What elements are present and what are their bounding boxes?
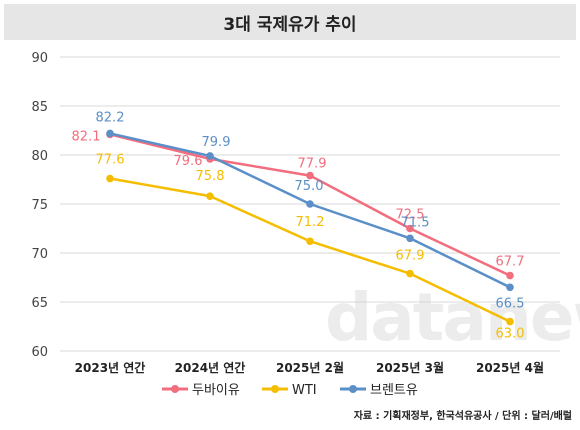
data-label: 77.9 [298, 157, 327, 172]
data-label: 71.5 [401, 215, 430, 230]
data-point [106, 174, 114, 183]
data-label: 75.0 [295, 179, 324, 194]
data-point [306, 200, 314, 208]
y-tick-label: 65 [31, 296, 48, 311]
x-tick-label: 2023년 연간 [75, 360, 146, 375]
legend-label: 두바이유 [192, 383, 240, 398]
data-label: 77.6 [96, 153, 125, 168]
y-tick-label: 90 [31, 51, 48, 66]
y-tick-label: 70 [31, 247, 48, 262]
data-label: 79.9 [202, 135, 231, 150]
source-note: 자료 : 기획재정부, 한국석유공사 / 단위 : 달러/배럴 [353, 411, 572, 422]
data-point [506, 283, 514, 292]
data-point [506, 271, 514, 280]
data-label: 82.2 [96, 110, 125, 125]
chart-title: 3대 국제유가 추이 [223, 14, 357, 35]
data-label: 67.9 [396, 249, 425, 264]
data-label: 71.2 [296, 215, 325, 230]
x-tick-label: 2025년 2월 [276, 360, 344, 375]
data-point [406, 269, 414, 278]
data-point [306, 237, 314, 246]
data-label: 63.0 [496, 327, 525, 342]
legend-label: WTI [292, 383, 317, 398]
legend-marker [271, 385, 279, 393]
y-tick-label: 75 [31, 198, 48, 213]
x-tick-label: 2025년 3월 [376, 360, 444, 375]
x-tick-label: 2025년 4월 [476, 360, 544, 375]
data-point [506, 317, 514, 326]
data-label: 67.7 [496, 255, 525, 270]
data-label: 75.8 [196, 169, 225, 184]
data-point [206, 152, 214, 160]
data-label: 72.5 [396, 208, 425, 223]
x-tick-label: 2024년 연간 [175, 360, 246, 375]
data-point [106, 129, 114, 138]
watermark-text: datanews [325, 279, 580, 356]
data-label: 79.6 [174, 154, 203, 169]
chart-title-bar: 3대 국제유가 추이 [4, 4, 576, 40]
data-point [406, 234, 414, 243]
y-tick-label: 60 [31, 345, 48, 360]
data-point [206, 192, 214, 200]
data-point [306, 171, 314, 180]
legend-marker [171, 385, 179, 393]
y-tick-label: 80 [31, 149, 48, 164]
data-label: 82.1 [72, 129, 101, 144]
y-tick-label: 85 [31, 100, 48, 115]
legend-label: 브렌트유 [370, 383, 418, 398]
watermark: datanews [325, 279, 580, 356]
data-label: 66.5 [496, 296, 525, 311]
legend-marker [349, 385, 357, 393]
data-point [406, 224, 414, 233]
